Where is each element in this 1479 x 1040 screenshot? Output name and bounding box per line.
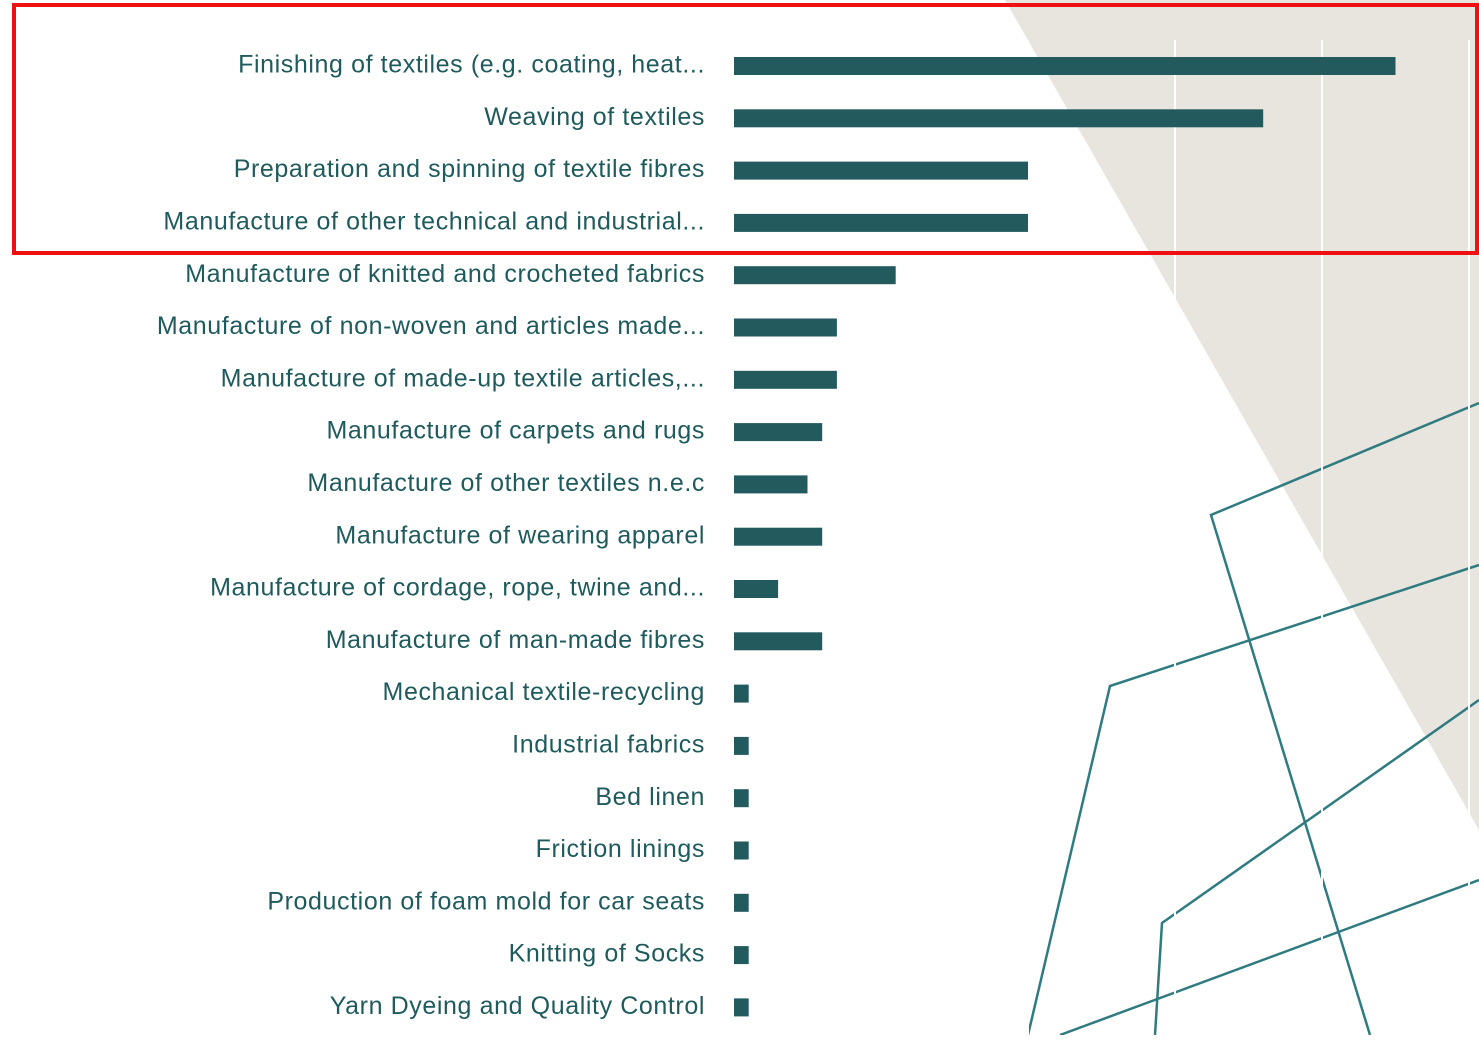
y-tick-label: Manufacture of other textiles n.e.c bbox=[307, 469, 705, 497]
bar bbox=[734, 213, 1028, 232]
y-tick-label: Finishing of textiles (e.g. coating, hea… bbox=[238, 51, 705, 79]
decoration-lines bbox=[1026, 401, 1479, 1037]
bar bbox=[734, 946, 749, 965]
y-tick-label: Preparation and spinning of textile fibr… bbox=[234, 155, 705, 183]
y-tick-label: Weaving of textiles bbox=[484, 103, 705, 131]
highlight-box bbox=[12, 3, 1479, 255]
decoration-line bbox=[1153, 698, 1479, 1036]
bar bbox=[734, 736, 749, 755]
y-tick-label: Manufacture of made-up textile articles,… bbox=[221, 364, 705, 392]
y-tick-label: Manufacture of other technical and indus… bbox=[163, 208, 705, 236]
bar bbox=[734, 109, 1264, 128]
y-tick-label: Knitting of Socks bbox=[509, 940, 705, 968]
bar bbox=[734, 789, 749, 808]
bar bbox=[734, 684, 749, 703]
bar bbox=[734, 161, 1028, 180]
decoration-line bbox=[1059, 878, 1479, 1037]
decoration-line bbox=[1026, 563, 1479, 1036]
bar bbox=[734, 57, 1396, 75]
y-tick-label: Manufacture of wearing apparel bbox=[335, 521, 705, 549]
bar bbox=[734, 266, 896, 285]
y-tick-label: Manufacture of knitted and crocheted fab… bbox=[185, 260, 705, 288]
decoration-line bbox=[1209, 401, 1479, 1036]
bar bbox=[734, 580, 779, 598]
background-shape bbox=[1005, 0, 1479, 830]
bar bbox=[734, 527, 823, 546]
y-tick-label: Friction linings bbox=[536, 835, 705, 863]
y-tick-label: Manufacture of man-made fibres bbox=[326, 626, 705, 654]
plot: Finishing of textiles (e.g. coating, hea… bbox=[157, 40, 1470, 1035]
bar bbox=[734, 632, 823, 651]
y-tick-label: Manufacture of non-woven and articles ma… bbox=[157, 312, 705, 340]
y-tick-label: Manufacture of carpets and rugs bbox=[326, 417, 705, 445]
y-tick-label: Industrial fabrics bbox=[512, 731, 705, 759]
bar bbox=[734, 998, 749, 1017]
y-tick-label: Bed linen bbox=[595, 783, 705, 811]
bar bbox=[734, 475, 808, 494]
bar bbox=[734, 841, 749, 860]
y-tick-label: Manufacture of cordage, rope, twine and.… bbox=[210, 574, 705, 602]
bar bbox=[734, 423, 823, 442]
y-tick-label: Production of foam mold for car seats bbox=[267, 887, 705, 915]
bar bbox=[734, 318, 837, 337]
bar bbox=[734, 370, 837, 389]
bar bbox=[734, 893, 749, 912]
y-tick-label: Yarn Dyeing and Quality Control bbox=[330, 992, 705, 1020]
y-tick-label: Mechanical textile-recycling bbox=[383, 678, 705, 706]
